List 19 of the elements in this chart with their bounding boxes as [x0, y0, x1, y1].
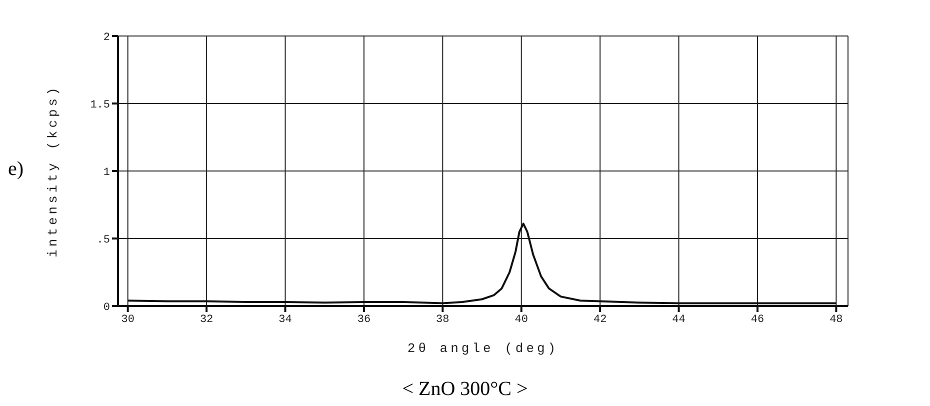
y-tick-label: 1 — [103, 166, 110, 179]
y-tick-label: .5 — [96, 234, 110, 246]
x-tick-label: 40 — [514, 314, 528, 326]
y-tick-label: 1.5 — [90, 99, 110, 112]
y-tick-label: 2 — [103, 32, 110, 44]
x-tick-label: 38 — [436, 314, 450, 326]
y-tick-label: 0 — [103, 302, 110, 314]
x-tick-label: 44 — [672, 314, 686, 326]
x-tick-label: 46 — [750, 314, 764, 326]
x-tick-label: 42 — [593, 314, 607, 326]
x-axis-title: 2θ angle (deg) — [407, 341, 559, 356]
x-tick-label: 48 — [830, 314, 843, 326]
x-tick-label: 30 — [121, 314, 134, 326]
text: e) — [8, 158, 24, 181]
x-tick-label: 32 — [200, 314, 214, 326]
x-tick-label: 34 — [278, 314, 292, 326]
y-axis-title: intensity (kcps) — [46, 84, 61, 258]
text: < ZnO 300°C > — [401, 378, 529, 401]
x-tick-label: 36 — [357, 314, 371, 326]
